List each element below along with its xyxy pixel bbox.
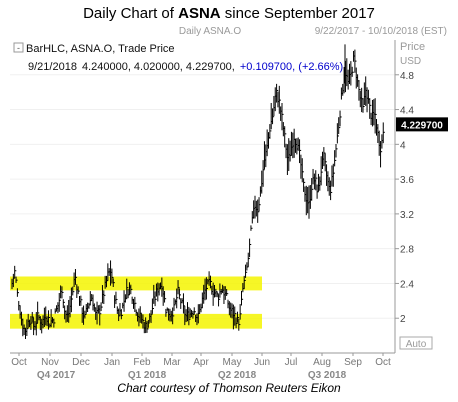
last-price-box (396, 117, 448, 132)
x-axis: Oct Nov Dec Jan Feb Mar Apr May Jun Jul Aug Sep Oct Q… (10, 352, 395, 380)
price-chart: Daily ASNA.O 9/22/2017 - 10/10/2018 (EST… (10, 26, 448, 380)
y-tick-label: 3.2 (400, 210, 414, 221)
x-tick-label-month: Jul (285, 357, 298, 368)
x-tick-label-month: Jan (104, 357, 120, 368)
y-axis: 2 2.4 2.8 3.2 3.6 4 4.4 4.8 (394, 40, 414, 353)
x-tick-label-month: Mar (163, 357, 181, 368)
x-tick-label-month: Oct (11, 357, 27, 368)
y-tick-label: 4.4 (400, 106, 414, 117)
axis-title-price: Price (400, 41, 425, 53)
x-quarter-label: Q2 2018 (218, 370, 257, 380)
x-tick-label-month: Aug (313, 357, 331, 368)
x-tick-label-month: Sep (344, 357, 362, 368)
x-tick-label-month: Apr (193, 357, 209, 368)
auto-scale-label: Auto (406, 339, 427, 350)
x-tick-label-month: Nov (41, 357, 59, 368)
legend-date: 9/21/2018 (28, 61, 77, 73)
y-tick-label: 2.4 (400, 279, 414, 290)
legend-values: 9/21/2018 4.240000, 4.020000, 4.229700, +0… (28, 61, 343, 73)
x-tick-label-month: Jun (254, 357, 270, 368)
x-quarter-label: Q4 2017 (37, 370, 76, 380)
auto-scale-button[interactable] (399, 336, 433, 350)
x-tick-label-month: Dec (72, 357, 90, 368)
x-quarter-label: Q3 2018 (308, 370, 347, 380)
last-price-marker: 4.229700 (396, 117, 448, 132)
x-tick-label-month: May (223, 357, 242, 368)
x-quarter-label: Q1 2018 (128, 370, 167, 380)
y-tick-label: 2.8 (400, 245, 414, 256)
last-price-label: 4.229700 (401, 120, 443, 131)
y-tick-label: 3.6 (400, 175, 414, 186)
legend-collapse-button[interactable] (13, 42, 24, 53)
date-range-label: 9/22/2017 - 10/10/2018 (EST) (315, 26, 447, 37)
title-suffix: since September 2017 (220, 5, 375, 22)
y-tick-label: 2 (400, 314, 406, 325)
instrument-label: Daily ASNA.O (179, 26, 241, 37)
title-prefix: Daily Chart of (83, 5, 179, 22)
legend-collapse-glyph: - (17, 43, 20, 53)
ohlc-bars (11, 44, 385, 340)
legend-series-label: BarHLC, ASNA.O, Trade Price (26, 43, 175, 55)
x-tick-label-month: Oct (375, 357, 391, 368)
legend-change: +0.109700, (+2.66%) (240, 61, 343, 73)
page-title: Daily Chart of ASNA since September 2017 (0, 5, 458, 22)
x-tick-label-month: Feb (133, 357, 151, 368)
y-tick-label: 4.8 (400, 71, 414, 82)
support-zone (10, 313, 262, 329)
chart-caption: Chart courtesy of Thomson Reuters Eikon (117, 381, 341, 395)
axis-unit-usd: USD (400, 56, 421, 67)
y-tick-label: 4 (400, 140, 406, 151)
legend-ohlc-values: 4.240000, 4.020000, 4.229700, (82, 61, 235, 73)
title-ticker: ASNA (178, 5, 221, 22)
